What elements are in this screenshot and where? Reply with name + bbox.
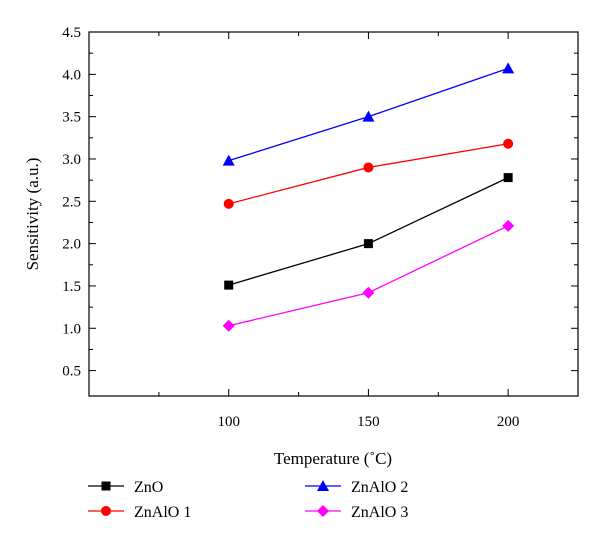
legend-item-zno: ZnO [88,479,163,496]
legend-marker [317,480,329,491]
y-tick-label: 4.0 [62,67,81,83]
x-tick-label: 100 [217,414,240,430]
x-tick-label: 150 [357,414,380,430]
x-axis-title: Temperature (˚C) [274,449,392,468]
y-tick-label: 1.5 [62,279,81,295]
legend-item-znalo-1: ZnAlO 1 [88,504,191,521]
y-tick-label: 1.0 [62,321,81,337]
legend-marker [101,506,111,516]
y-tick-label: 4.5 [62,25,81,41]
data-point-zno [224,280,234,290]
data-point-znalo-3 [222,319,235,332]
legend-label: ZnAlO 2 [351,479,408,496]
data-point-znalo-3 [502,219,515,232]
legend-item-znalo-2: ZnAlO 2 [305,479,408,496]
y-tick-label: 3.0 [62,152,81,168]
y-axis-title: Sensitivity (a.u.) [23,158,42,271]
plot-frame [88,31,579,397]
legend-marker [317,505,329,517]
x-axis: 100 150 200 [158,32,520,430]
series-line-znalo-1 [228,143,509,205]
y-axis: 0.5 1.0 1.5 2.0 2.5 3.0 3.5 4.0 4.5 [62,25,578,380]
data-point-znalo-1 [223,198,234,209]
series-line-zno [228,177,509,286]
data-point-zno [363,239,373,249]
data-point-znalo-2 [222,154,235,166]
legend-item-znalo-3: ZnAlO 3 [305,504,408,521]
series-zno [224,173,513,290]
x-tick-label: 200 [497,414,520,430]
data-point-znalo-2 [502,62,515,74]
legend-marker [101,481,111,491]
data-point-znalo-1 [503,138,514,149]
series-layer [222,62,515,332]
y-tick-label: 0.5 [62,364,81,380]
data-point-znalo-2 [362,110,375,122]
legend-label: ZnO [134,479,163,496]
y-tick-label: 2.5 [62,194,81,210]
legend-label: ZnAlO 1 [134,504,191,521]
data-point-zno [503,173,513,183]
data-point-znalo-1 [363,162,374,173]
y-tick-label: 2.0 [62,237,81,253]
data-point-znalo-3 [362,286,375,299]
legend: ZnO ZnAlO 1 ZnAlO 2 ZnAlO 3 [88,479,408,521]
series-znalo-2 [222,62,515,166]
y-tick-label: 3.5 [62,110,81,126]
series-znalo-1 [223,138,514,209]
legend-label: ZnAlO 3 [351,504,408,521]
series-znalo-3 [222,219,515,332]
